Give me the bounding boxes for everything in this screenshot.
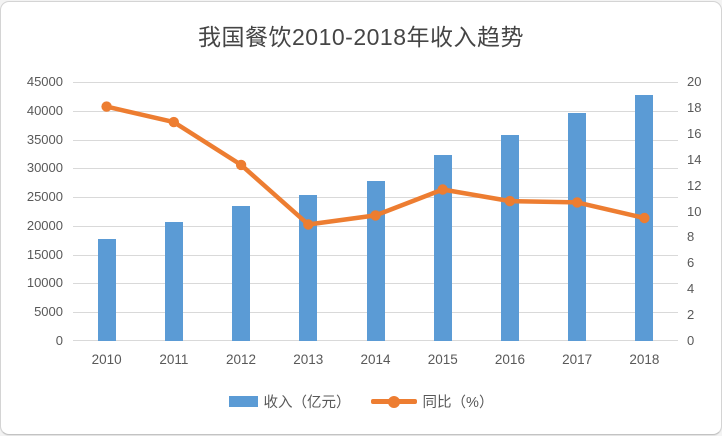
left-axis-tick-label: 30000 <box>26 160 63 176</box>
right-axis-tick-label: 6 <box>687 255 695 271</box>
growth-point-2010 <box>101 101 112 112</box>
legend-line-dot-icon <box>387 395 400 408</box>
x-axis-tick-label: 2017 <box>562 352 593 367</box>
left-axis-tick-label: 20000 <box>26 217 63 233</box>
right-axis-tick-label: 8 <box>687 229 695 245</box>
left-axis-tick-label: 35000 <box>26 131 63 147</box>
x-axis-tick-label: 2010 <box>91 352 122 367</box>
gridline <box>73 140 678 141</box>
gridline <box>73 82 678 83</box>
legend-bar-swatch-icon <box>228 396 258 407</box>
bar-2014 <box>366 181 385 341</box>
right-axis-tick-label: 2 <box>687 307 695 323</box>
bar-2011 <box>164 222 183 341</box>
plot-area <box>73 82 678 341</box>
x-axis-tick-label: 2015 <box>427 352 458 367</box>
left-axis-tick-label: 15000 <box>26 246 63 262</box>
growth-point-2013 <box>303 219 314 230</box>
bar-2013 <box>299 195 318 341</box>
growth-point-2015 <box>437 184 448 195</box>
right-axis-tick-label: 10 <box>687 203 702 219</box>
bar-2015 <box>433 155 452 341</box>
legend: 收入（亿元） 同比（%） <box>1 391 721 412</box>
bar-2016 <box>500 135 519 341</box>
legend-growth-label: 同比（%） <box>422 395 494 411</box>
legend-line-swatch-icon <box>370 395 417 408</box>
left-axis-tick-label: 45000 <box>26 74 63 89</box>
gridline <box>73 111 678 112</box>
x-axis-tick-label: 2014 <box>360 352 391 367</box>
growth-line <box>106 104 645 227</box>
x-axis-tick-label: 2013 <box>293 352 324 367</box>
growth-point-2011 <box>168 116 179 128</box>
left-axis-tick-label: 10000 <box>26 275 63 291</box>
x-axis-tick-label: 2011 <box>159 352 189 367</box>
gridline <box>73 168 678 169</box>
bar-2017 <box>568 113 587 341</box>
left-axis-tick-label: 5000 <box>34 304 63 320</box>
bar-2010 <box>97 239 116 341</box>
left-axis-tick-label: 25000 <box>26 189 63 205</box>
right-axis-tick-label: 0 <box>687 333 695 348</box>
legend-revenue-label: 收入（亿元） <box>263 395 351 411</box>
growth-point-2017 <box>572 197 583 208</box>
left-axis-tick-label: 0 <box>55 333 63 348</box>
growth-point-2014 <box>370 210 381 221</box>
left-axis-tick-label: 40000 <box>26 102 63 118</box>
right-axis-tick-label: 14 <box>687 151 702 167</box>
right-axis-tick-label: 20 <box>687 74 702 89</box>
right-axis-tick-label: 12 <box>687 177 702 193</box>
x-axis-tick-label: 2018 <box>629 352 660 367</box>
x-axis-tick-label: 2012 <box>226 352 257 367</box>
right-axis-tick-label: 18 <box>687 99 702 115</box>
chart-title: 我国餐饮2010-2018年收入趋势 <box>198 24 524 50</box>
line-series <box>101 101 650 230</box>
growth-point-2018 <box>639 212 650 224</box>
bar-2012 <box>232 206 251 341</box>
x-axis-tick-label: 2016 <box>494 352 525 367</box>
right-axis-tick-label: 4 <box>687 281 695 297</box>
right-axis-tick-label: 16 <box>687 125 702 141</box>
growth-point-2016 <box>504 195 516 207</box>
growth-point-2012 <box>235 159 247 171</box>
